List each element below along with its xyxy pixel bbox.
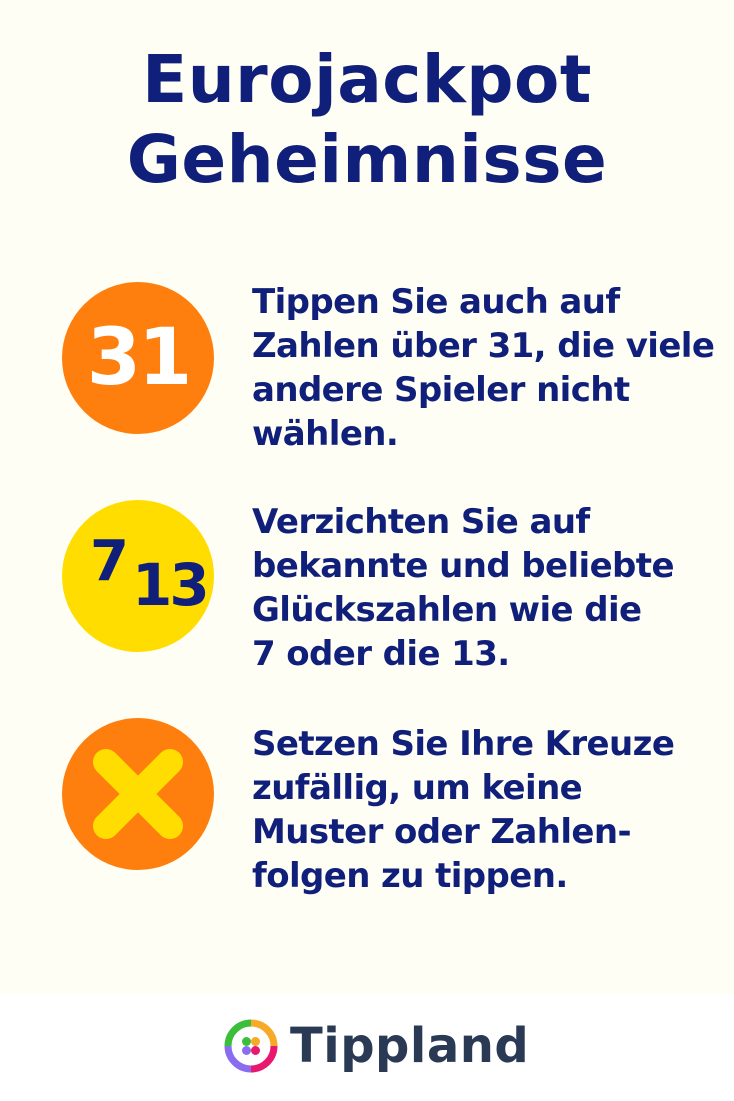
tip-line: andere Spieler nicht <box>252 370 630 410</box>
tip-line: zufällig, um keine <box>252 768 583 808</box>
tip-text: Setzen Sie Ihre Kreuze zufällig, um kein… <box>252 722 712 898</box>
brand-logo: Tippland <box>224 1018 529 1074</box>
tip-line: bekannte und beliebte <box>252 546 675 586</box>
title-line-1: Eurojackpot <box>142 41 592 118</box>
brand-name: Tippland <box>290 1018 530 1074</box>
title-line-2: Geheimnisse <box>126 121 608 198</box>
tip-line: 7 oder die 13. <box>252 634 510 674</box>
tip-line: Zahlen über 31, die viele <box>252 326 715 366</box>
clover-ring-logo-icon <box>224 1019 278 1073</box>
badge-number: 31 <box>86 313 193 403</box>
tip-line: folgen zu tippen. <box>252 856 568 896</box>
tip-text: Tippen Sie auch auf Zahlen über 31, die … <box>252 280 715 456</box>
tip-line: Muster oder Zahlen- <box>252 812 632 852</box>
lucky-numbers-badge: 7 13 <box>62 500 214 652</box>
page-title: Eurojackpot Geheimnisse <box>0 40 734 200</box>
tip-line: Glückszahlen wie die <box>252 590 642 630</box>
tip-line: wählen. <box>252 414 399 454</box>
infographic: Eurojackpot Geheimnisse 31 Tippen Sie au… <box>0 0 734 994</box>
tip-line: Verzichten Sie auf <box>252 502 590 542</box>
cross-badge <box>62 718 214 870</box>
badge-number-7: 7 <box>90 529 129 594</box>
tip-line: Tippen Sie auch auf <box>252 282 620 322</box>
badge-number-13: 13 <box>132 551 210 619</box>
tip-line: Setzen Sie Ihre Kreuze <box>252 724 675 764</box>
tip-text: Verzichten Sie auf bekannte und beliebte… <box>252 500 712 676</box>
number-31-badge: 31 <box>62 282 214 434</box>
footer: Tippland <box>0 994 734 1101</box>
cross-icon <box>93 749 183 839</box>
